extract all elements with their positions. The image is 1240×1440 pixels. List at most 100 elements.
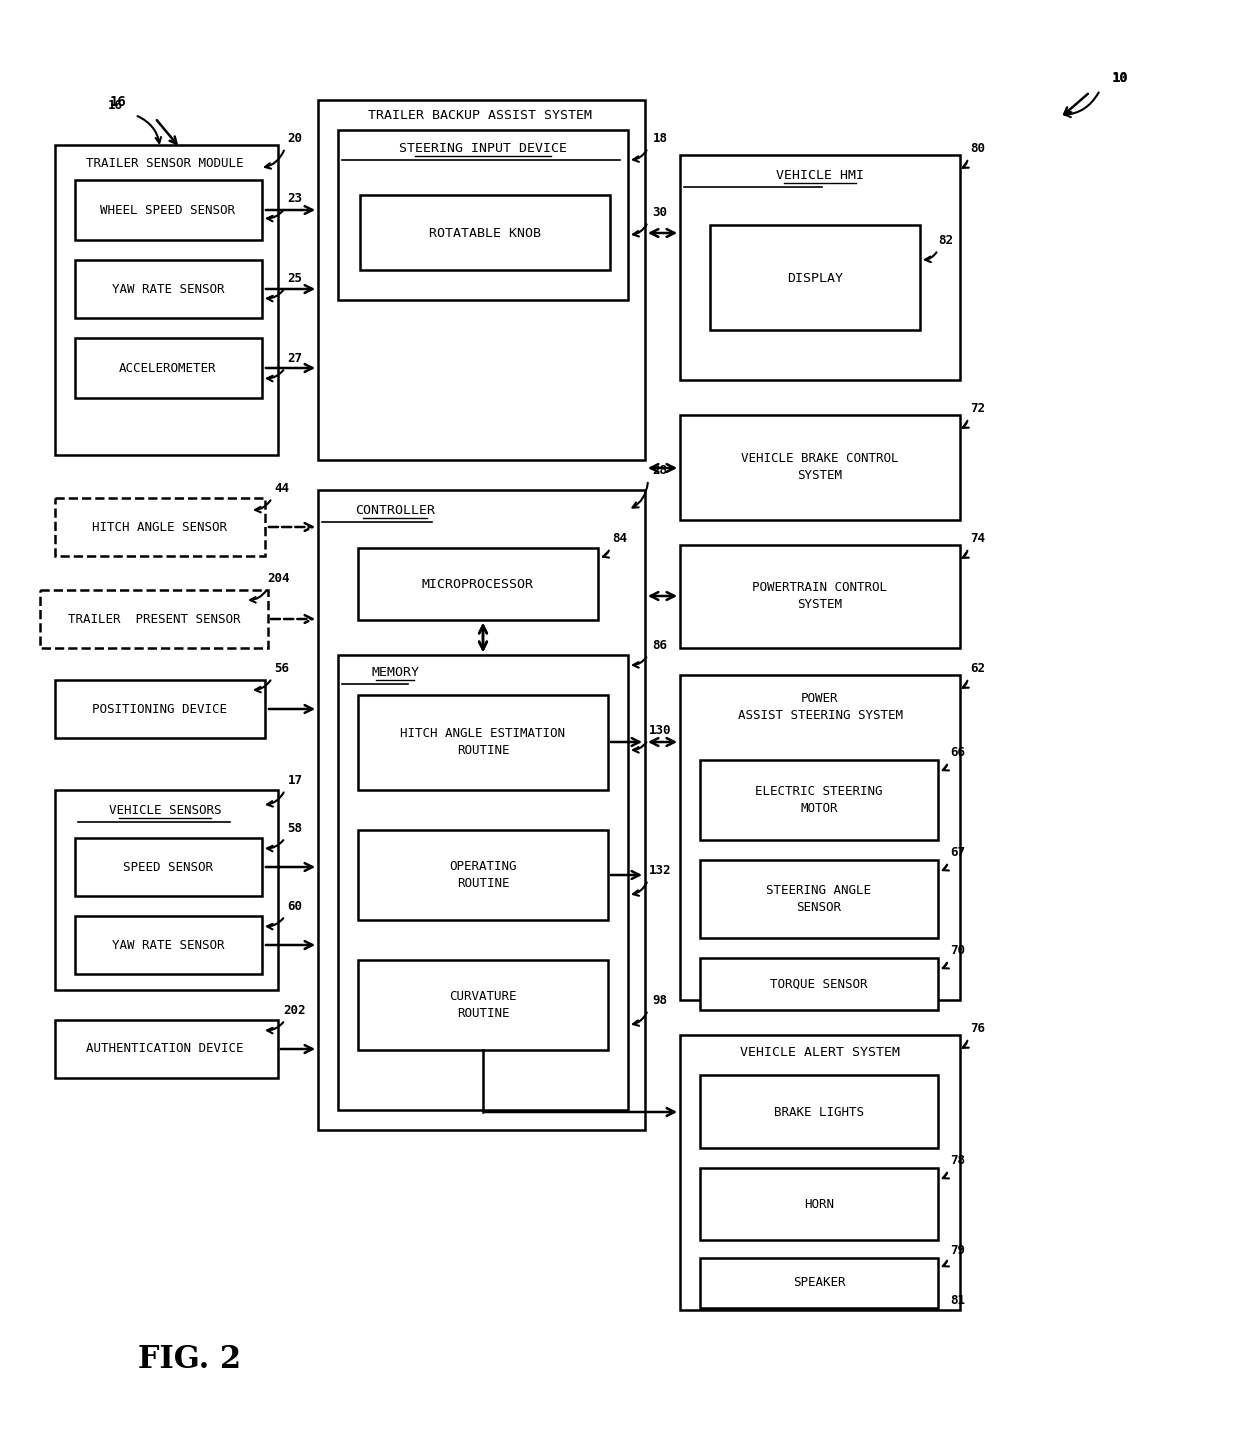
Text: MICROPROCESSOR: MICROPROCESSOR — [422, 577, 534, 590]
Text: POWER
ASSIST STEERING SYSTEM: POWER ASSIST STEERING SYSTEM — [738, 693, 903, 721]
Text: SPEAKER: SPEAKER — [792, 1276, 846, 1289]
Text: 10: 10 — [1111, 71, 1128, 85]
Text: 10: 10 — [1112, 72, 1127, 85]
Bar — [74, 916, 262, 973]
Text: DISPLAY: DISPLAY — [787, 272, 843, 285]
Text: 28: 28 — [652, 464, 667, 477]
Text: 74: 74 — [971, 531, 986, 544]
Bar — [55, 1020, 278, 1079]
Text: VEHICLE ALERT SYSTEM: VEHICLE ALERT SYSTEM — [740, 1047, 900, 1060]
Text: 72: 72 — [971, 402, 986, 415]
Text: 80: 80 — [971, 141, 986, 154]
Text: TRAILER  PRESENT SENSOR: TRAILER PRESENT SENSOR — [68, 612, 241, 625]
Text: 16: 16 — [108, 98, 123, 111]
Text: 44: 44 — [274, 481, 289, 494]
Text: SPEED SENSOR: SPEED SENSOR — [123, 861, 213, 874]
Bar — [358, 696, 608, 791]
Text: VEHICLE BRAKE CONTROL
SYSTEM: VEHICLE BRAKE CONTROL SYSTEM — [742, 452, 899, 482]
Text: CURVATURE
ROUTINE: CURVATURE ROUTINE — [449, 991, 517, 1020]
Text: STEERING ANGLE
SENSOR: STEERING ANGLE SENSOR — [766, 884, 872, 914]
Text: CONTROLLER: CONTROLLER — [355, 504, 435, 517]
Text: 17: 17 — [288, 773, 303, 786]
Bar — [55, 145, 278, 455]
Text: 60: 60 — [288, 900, 303, 913]
Bar — [55, 498, 265, 556]
Text: ACCELEROMETER: ACCELEROMETER — [119, 361, 217, 374]
Bar — [74, 838, 262, 896]
Text: STEERING INPUT DEVICE: STEERING INPUT DEVICE — [399, 141, 567, 154]
Text: WHEEL SPEED SENSOR: WHEEL SPEED SENSOR — [100, 203, 236, 216]
Text: 58: 58 — [288, 821, 303, 835]
Text: VEHICLE SENSORS: VEHICLE SENSORS — [109, 804, 221, 816]
Bar — [701, 860, 937, 937]
Text: 132: 132 — [649, 864, 671, 877]
Text: 82: 82 — [939, 233, 954, 246]
Bar — [680, 1035, 960, 1310]
Text: YAW RATE SENSOR: YAW RATE SENSOR — [112, 282, 224, 295]
Text: 30: 30 — [652, 206, 667, 219]
Text: POWERTRAIN CONTROL
SYSTEM: POWERTRAIN CONTROL SYSTEM — [753, 580, 888, 611]
Text: VEHICLE HMI: VEHICLE HMI — [776, 168, 864, 181]
Bar — [680, 544, 960, 648]
Text: 98: 98 — [652, 994, 667, 1007]
Text: BRAKE LIGHTS: BRAKE LIGHTS — [774, 1106, 864, 1119]
Text: 18: 18 — [652, 131, 667, 144]
Bar — [339, 655, 627, 1110]
Text: FIG. 2: FIG. 2 — [139, 1345, 242, 1375]
Text: 66: 66 — [951, 746, 966, 759]
Bar — [701, 1076, 937, 1148]
Text: MEMORY: MEMORY — [371, 665, 419, 678]
Bar — [701, 958, 937, 1009]
Bar — [317, 99, 645, 459]
Bar — [74, 261, 262, 318]
Text: ELECTRIC STEERING
MOTOR: ELECTRIC STEERING MOTOR — [755, 785, 883, 815]
Text: 86: 86 — [652, 638, 667, 651]
Text: OPERATING
ROUTINE: OPERATING ROUTINE — [449, 860, 517, 890]
Text: 62: 62 — [971, 661, 986, 674]
Text: 81: 81 — [951, 1293, 966, 1306]
Bar — [711, 225, 920, 330]
Text: ROTATABLE KNOB: ROTATABLE KNOB — [429, 226, 541, 239]
Bar — [55, 680, 265, 739]
Text: HITCH ANGLE SENSOR: HITCH ANGLE SENSOR — [93, 520, 227, 533]
Bar — [55, 791, 278, 991]
Text: TRAILER SENSOR MODULE: TRAILER SENSOR MODULE — [87, 157, 244, 170]
Text: 27: 27 — [288, 351, 303, 364]
Text: 79: 79 — [951, 1244, 966, 1257]
Text: YAW RATE SENSOR: YAW RATE SENSOR — [112, 939, 224, 952]
Bar — [680, 156, 960, 380]
Text: 70: 70 — [951, 943, 966, 956]
Text: 130: 130 — [649, 723, 671, 736]
Bar — [701, 1259, 937, 1308]
Bar — [680, 415, 960, 520]
Text: 23: 23 — [288, 192, 303, 204]
Text: TRAILER BACKUP ASSIST SYSTEM: TRAILER BACKUP ASSIST SYSTEM — [368, 108, 591, 121]
Bar — [701, 760, 937, 840]
Bar — [358, 829, 608, 920]
Text: 16: 16 — [109, 95, 126, 109]
Bar — [317, 490, 645, 1130]
Bar — [680, 675, 960, 999]
Text: 25: 25 — [288, 272, 303, 285]
Text: AUTHENTICATION DEVICE: AUTHENTICATION DEVICE — [87, 1043, 244, 1056]
Bar — [360, 194, 610, 271]
Text: HORN: HORN — [804, 1198, 835, 1211]
Text: 56: 56 — [274, 661, 289, 674]
Text: 78: 78 — [951, 1153, 966, 1166]
Text: POSITIONING DEVICE: POSITIONING DEVICE — [93, 703, 227, 716]
Bar — [701, 1168, 937, 1240]
Bar — [358, 549, 598, 621]
Bar — [339, 130, 627, 300]
Text: HITCH ANGLE ESTIMATION
ROUTINE: HITCH ANGLE ESTIMATION ROUTINE — [401, 727, 565, 757]
Bar — [358, 960, 608, 1050]
Text: 204: 204 — [267, 572, 289, 585]
Text: TORQUE SENSOR: TORQUE SENSOR — [770, 978, 868, 991]
Text: 84: 84 — [613, 531, 627, 544]
Text: 202: 202 — [284, 1004, 306, 1017]
Text: 20: 20 — [288, 131, 303, 144]
Bar — [74, 338, 262, 397]
Bar — [74, 180, 262, 240]
Text: 76: 76 — [971, 1021, 986, 1034]
Text: 67: 67 — [951, 845, 966, 858]
Bar — [40, 590, 268, 648]
